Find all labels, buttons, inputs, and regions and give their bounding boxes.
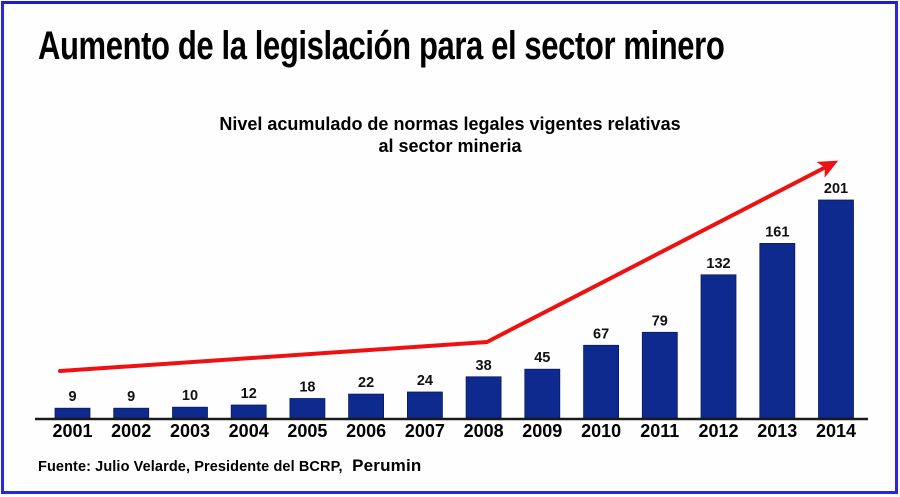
bar-value-label: 161 bbox=[765, 224, 789, 240]
page-title: Aumento de la legislación para el sector… bbox=[38, 24, 725, 68]
bar-2005 bbox=[289, 398, 326, 419]
bar-2006 bbox=[348, 393, 385, 419]
bar-2014 bbox=[818, 199, 854, 419]
x-axis-tick-label: 2011 bbox=[640, 421, 679, 441]
bar-value-label: 9 bbox=[68, 389, 76, 405]
bar-value-label: 24 bbox=[417, 373, 433, 389]
chart-subtitle-line2: al sector mineria bbox=[378, 136, 522, 156]
x-axis-tick-label: 2010 bbox=[581, 421, 621, 441]
x-axis-tick-label: 2012 bbox=[698, 421, 738, 441]
bar-2012 bbox=[700, 274, 737, 419]
bar-2011 bbox=[641, 331, 678, 419]
brand-text: Perumin bbox=[352, 456, 422, 475]
bar-value-label: 132 bbox=[706, 256, 730, 272]
bar-2009 bbox=[524, 368, 561, 419]
x-axis-tick-label: 2008 bbox=[464, 421, 504, 441]
bar-value-label: 12 bbox=[241, 386, 257, 402]
chart-subtitle-line1: Nivel acumulado de normas legales vigent… bbox=[219, 114, 681, 134]
bar-2010 bbox=[583, 344, 619, 419]
bar-2008 bbox=[465, 376, 502, 419]
x-axis-tick-label: 2001 bbox=[52, 421, 92, 441]
bar-value-label: 67 bbox=[593, 326, 609, 342]
bar-2007 bbox=[406, 391, 443, 419]
bar-2003 bbox=[172, 406, 208, 419]
bar-value-label: 18 bbox=[299, 380, 315, 396]
bar-value-label: 38 bbox=[476, 358, 492, 374]
x-axis-tick-label: 2014 bbox=[816, 421, 856, 441]
bar-2001 bbox=[54, 407, 91, 419]
bar-2013 bbox=[759, 242, 796, 419]
x-axis-tick-label: 2009 bbox=[522, 421, 562, 441]
bar-2002 bbox=[113, 407, 150, 419]
x-axis-tick-label: 2002 bbox=[111, 421, 151, 441]
bar-2004 bbox=[230, 404, 267, 419]
x-axis-tick-label: 2004 bbox=[229, 421, 269, 441]
x-axis-tick-label: 2007 bbox=[405, 421, 445, 441]
x-axis-tick-label: 2003 bbox=[170, 421, 210, 441]
x-axis-tick-label: 2005 bbox=[287, 421, 327, 441]
bar-value-label: 10 bbox=[182, 388, 198, 404]
bar-value-label: 45 bbox=[534, 350, 550, 366]
bar-value-label: 22 bbox=[358, 375, 374, 391]
bar-value-label: 201 bbox=[824, 181, 848, 197]
bar-value-label: 9 bbox=[127, 389, 135, 405]
bar-value-label: 79 bbox=[652, 313, 668, 329]
x-axis-tick-label: 2013 bbox=[757, 421, 797, 441]
x-axis-tick-label: 2006 bbox=[346, 421, 386, 441]
trend-arrow bbox=[58, 160, 839, 373]
source-footer: Fuente: Julio Velarde, Presidente del BC… bbox=[38, 456, 421, 476]
source-text: Fuente: Julio Velarde, Presidente del BC… bbox=[38, 459, 343, 475]
chart-subtitle: Nivel acumulado de normas legales vigent… bbox=[0, 113, 900, 157]
